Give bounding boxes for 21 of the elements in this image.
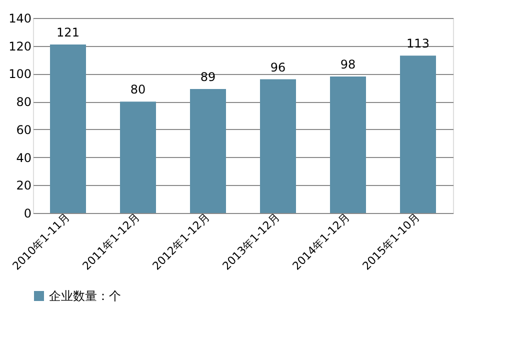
data-label: 121 [56, 25, 80, 40]
data-label: 89 [200, 70, 216, 84]
bar [50, 44, 86, 213]
bar [190, 89, 226, 213]
bar [330, 76, 366, 213]
bar [400, 56, 436, 213]
data-label: 80 [130, 82, 146, 97]
y-tick-label: 20 [16, 178, 32, 193]
bar [260, 79, 296, 213]
y-tick-label: 100 [8, 67, 32, 82]
data-label: 98 [340, 58, 356, 72]
y-tick-label: 60 [16, 122, 32, 137]
y-tick-label: 80 [16, 95, 32, 110]
data-label: 96 [270, 60, 286, 74]
y-tick-label: 140 [8, 12, 32, 26]
y-tick-label: 0 [24, 206, 32, 220]
data-label: 113 [406, 36, 430, 51]
y-tick-label: 40 [16, 150, 32, 165]
bar [120, 102, 156, 213]
y-tick-label: 120 [8, 39, 32, 54]
legend-label: 企业数量：个 [49, 289, 121, 303]
